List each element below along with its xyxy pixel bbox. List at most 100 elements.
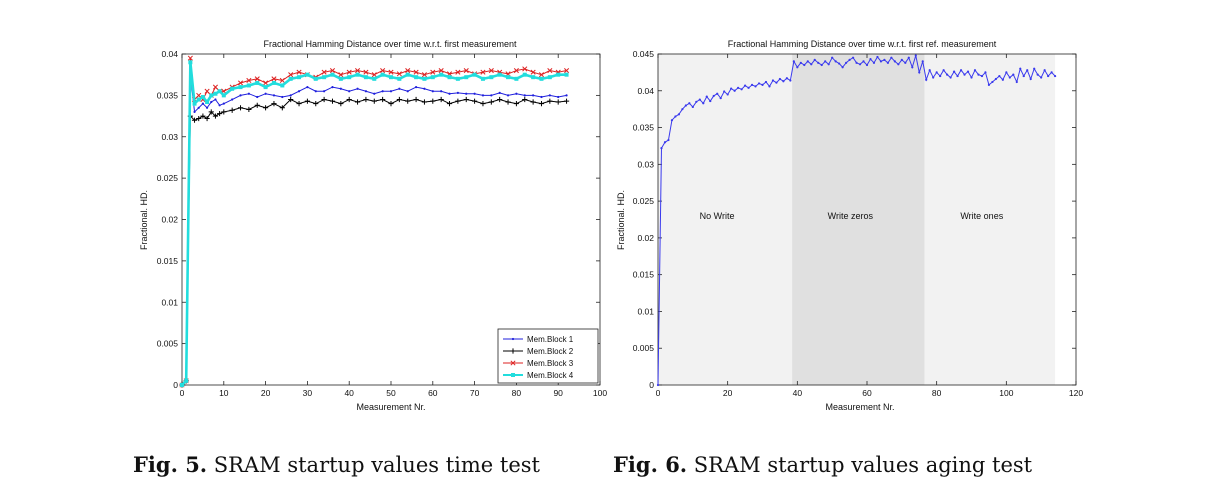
data-point <box>279 105 285 111</box>
data-point <box>254 102 260 108</box>
series-1 <box>656 54 1057 387</box>
data-point <box>698 98 701 101</box>
x-tick-label: 80 <box>932 388 942 398</box>
figure-caption-6: Fig. 6. SRAM startup values aging test <box>613 452 1032 477</box>
data-point <box>1040 76 1043 79</box>
y-tick-label: 0.01 <box>161 297 178 307</box>
legend-item: Mem.Block 1 <box>503 335 574 344</box>
data-point <box>834 60 837 63</box>
x-tick-label: 70 <box>470 388 480 398</box>
y-tick-label: 0 <box>649 380 654 390</box>
data-point <box>481 94 485 97</box>
data-point <box>730 87 733 90</box>
data-point <box>322 75 327 80</box>
data-point <box>305 72 310 77</box>
data-point <box>987 83 991 86</box>
data-point <box>222 102 225 105</box>
data-point <box>398 87 401 90</box>
figure-caption-5: Fig. 5. SRAM startup values time test <box>133 452 540 477</box>
data-point <box>371 98 377 104</box>
data-point <box>405 67 411 74</box>
data-point <box>813 58 816 61</box>
data-point <box>1012 73 1015 76</box>
region-band <box>792 54 925 385</box>
data-point <box>1054 74 1057 78</box>
data-point <box>928 69 931 72</box>
data-point <box>193 110 196 114</box>
data-point <box>339 87 342 90</box>
y-tick-label: 0.03 <box>637 159 654 169</box>
data-point <box>705 95 708 98</box>
data-point <box>196 92 202 98</box>
data-point <box>388 101 394 107</box>
x-tick-label: 60 <box>428 388 438 398</box>
data-point <box>865 63 869 67</box>
data-point <box>263 85 268 90</box>
data-point <box>803 63 806 67</box>
data-point <box>213 91 218 96</box>
data-point <box>421 99 428 105</box>
data-point <box>956 74 959 78</box>
x-tick-label: 20 <box>723 388 733 398</box>
series-line <box>181 98 567 386</box>
data-point <box>845 61 848 64</box>
data-point <box>296 69 302 75</box>
data-point <box>799 61 802 64</box>
data-point <box>279 77 285 84</box>
data-point <box>761 83 764 86</box>
data-point <box>465 92 468 95</box>
data-point <box>660 147 663 150</box>
y-tick-label: 0.005 <box>157 339 179 349</box>
data-point <box>464 75 469 80</box>
data-point <box>681 108 684 111</box>
data-point <box>472 72 477 77</box>
y-tick-label: 0.035 <box>633 123 655 133</box>
data-point <box>455 69 461 75</box>
data-point <box>848 58 851 61</box>
data-point <box>200 113 206 119</box>
data-point <box>785 77 788 80</box>
legend-label: Mem.Block 1 <box>527 335 574 344</box>
region-band <box>924 54 1056 385</box>
data-point <box>555 99 561 105</box>
data-point <box>530 99 536 105</box>
caption-text: SRAM startup values time test <box>207 453 540 477</box>
data-point <box>363 75 368 80</box>
data-point <box>656 383 660 387</box>
caption-label: Fig. 5. <box>133 452 208 477</box>
data-point <box>737 86 740 89</box>
y-tick-label: 0.015 <box>157 256 179 266</box>
y-tick-label: 0 <box>173 380 178 390</box>
data-point <box>515 92 518 95</box>
data-point <box>204 88 210 94</box>
data-point <box>218 104 221 107</box>
data-point <box>557 95 560 99</box>
data-point <box>806 60 809 63</box>
data-point <box>217 89 222 94</box>
y-tick-label: 0.02 <box>637 233 654 243</box>
data-point <box>511 337 515 341</box>
data-point <box>827 63 830 66</box>
data-point <box>709 99 712 103</box>
data-point <box>246 83 251 88</box>
data-point <box>900 58 903 61</box>
data-point <box>970 76 973 79</box>
data-point <box>306 86 309 89</box>
data-point <box>480 101 486 107</box>
data-point <box>532 94 535 97</box>
chart-title: Fractional Hamming Distance over time w.… <box>263 39 517 49</box>
data-point <box>212 84 218 90</box>
data-point <box>221 93 226 98</box>
x-tick-label: 40 <box>344 388 354 398</box>
data-point <box>946 73 949 76</box>
caption-text: SRAM startup values aging test <box>687 453 1033 477</box>
data-point <box>564 67 570 74</box>
data-point <box>1033 67 1036 70</box>
data-point <box>565 94 568 97</box>
data-point <box>264 92 267 95</box>
data-point <box>778 77 782 81</box>
data-point <box>911 66 914 69</box>
y-axis-label: Fractional. HD. <box>616 190 626 250</box>
data-point <box>768 85 771 88</box>
data-point <box>455 98 461 104</box>
